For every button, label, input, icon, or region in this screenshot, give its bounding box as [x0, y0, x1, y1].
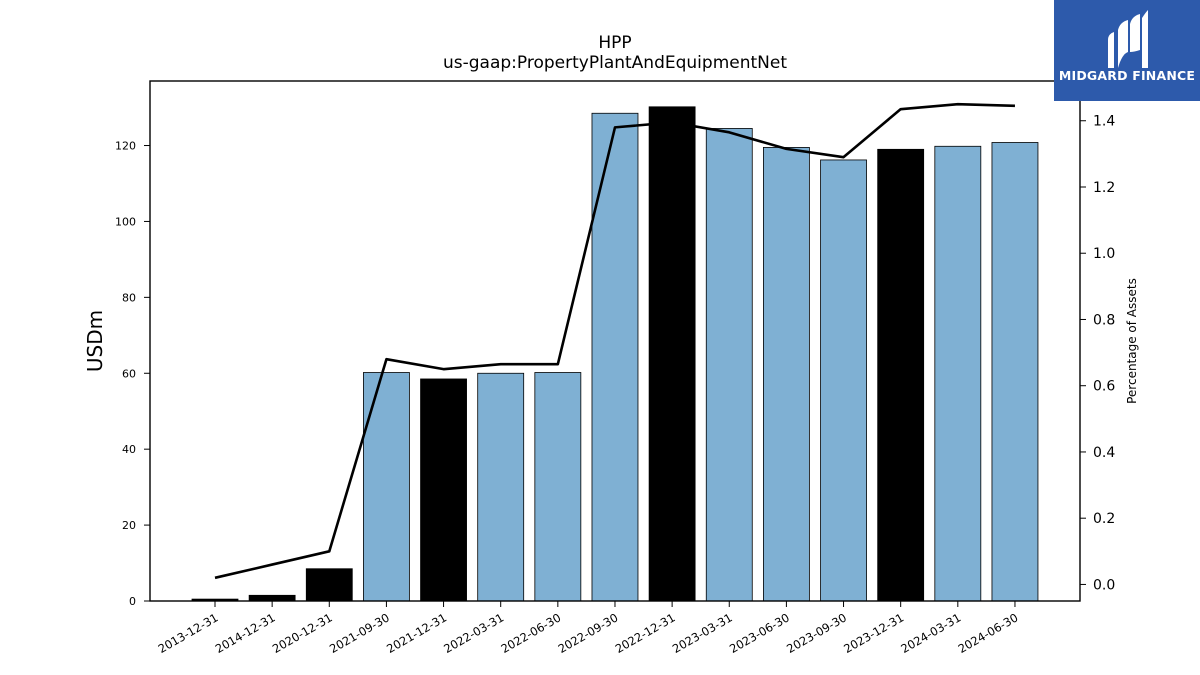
brand-name: MIDGARD FINANCE — [1058, 68, 1196, 83]
y2-tick-label: 0.6 — [1093, 379, 1115, 395]
y2-axis-label: Percentage of Assets — [1125, 278, 1139, 404]
bar — [591, 112, 639, 602]
x-tick-label: 2022-09-30 — [556, 610, 621, 656]
x-tick-label: 2023-03-31 — [670, 610, 735, 656]
bar — [820, 159, 867, 602]
x-tick-label: 2022-03-31 — [441, 610, 506, 656]
x-tick-label: 2021-09-30 — [327, 610, 392, 656]
bar — [934, 145, 982, 602]
x-tick-label: 2022-12-31 — [613, 610, 678, 656]
bar — [248, 594, 296, 602]
x-tick-label: 2021-12-31 — [384, 610, 449, 656]
y2-tick-label: 1.0 — [1093, 246, 1115, 262]
chart-subtitle: us-gaap:PropertyPlantAndEquipmentNet — [443, 53, 787, 73]
bar — [363, 372, 410, 602]
y-tick-label: 80 — [122, 291, 136, 304]
y-tick-label: 0 — [129, 595, 136, 608]
brand-logo: MIDGARD FINANCE — [1054, 0, 1200, 101]
y2-tick-label: 1.4 — [1093, 114, 1115, 130]
y-axis-label: USDm — [83, 310, 107, 372]
y2-tick-label: 0.0 — [1093, 577, 1115, 593]
y-tick-label: 120 — [115, 140, 136, 153]
y-tick-label: 20 — [122, 519, 136, 532]
x-tick-label: 2024-03-31 — [898, 610, 963, 656]
y-tick-label: 40 — [122, 443, 136, 456]
x-tick-label: 2023-06-30 — [727, 610, 792, 656]
y-tick-label: 100 — [115, 215, 136, 228]
midgard-logo-icon — [1108, 10, 1148, 68]
y2-tick-label: 0.8 — [1093, 312, 1115, 328]
percentage-line — [214, 102, 1015, 580]
bar — [534, 372, 582, 602]
bar — [877, 148, 925, 602]
y2-tick-label: 1.2 — [1093, 180, 1115, 196]
bar — [477, 372, 525, 602]
y2-tick-label: 0.2 — [1093, 511, 1115, 527]
y2-tick-label: 0.4 — [1093, 445, 1115, 461]
bar — [420, 378, 467, 602]
bar — [991, 142, 1039, 602]
x-tick-label: 2022-06-30 — [498, 610, 563, 656]
x-tick-label: 2013-12-31 — [156, 610, 221, 656]
chart-title: HPP — [598, 33, 632, 53]
y-tick-label: 60 — [122, 367, 136, 380]
bar — [705, 128, 753, 602]
x-tick-label: 2014-12-31 — [213, 610, 278, 656]
bar — [763, 147, 810, 602]
bar — [305, 568, 353, 602]
bar — [648, 106, 696, 602]
x-tick-label: 2023-09-30 — [784, 610, 849, 656]
x-tick-label: 2023-12-31 — [841, 610, 906, 656]
x-tick-label: 2024-06-30 — [956, 610, 1021, 656]
x-tick-label: 2020-12-31 — [270, 610, 335, 656]
